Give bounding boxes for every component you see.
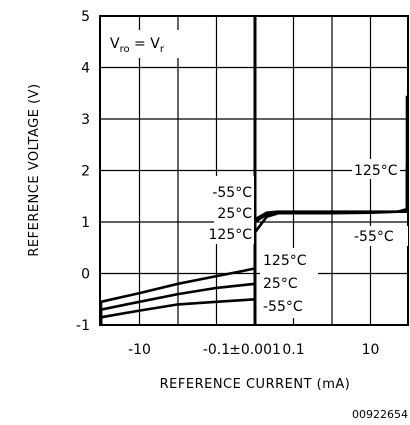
y-axis-title: REFERENCE VOLTAGE (V)	[27, 83, 42, 256]
label-mid-25: 25°C	[263, 276, 298, 292]
label-mid-55: -55°C	[263, 299, 303, 315]
y-tick-labels: -1 0 1 2 3 4 5	[76, 9, 90, 334]
x-tick-label: -10	[128, 342, 151, 358]
x-tick-labels: -10 -0.1±0.001 0.1 10	[128, 342, 379, 358]
y-tick-label: 5	[81, 9, 90, 25]
y-tick-label: -1	[76, 318, 90, 334]
label-neg-125: 125°C	[209, 227, 253, 243]
y-tick-label: 3	[81, 112, 90, 128]
y-tick-label: 4	[81, 61, 90, 77]
x-tick-label: 0.1	[282, 342, 304, 358]
label-mid-125: 125°C	[263, 253, 307, 269]
pos-125-bg	[352, 159, 400, 179]
label-neg-55: -55°C	[212, 185, 252, 201]
mid-labels-bg	[260, 248, 318, 318]
figure-id: 00922654	[352, 408, 408, 421]
x-tick-label: ±0.001	[229, 342, 281, 358]
label-neg-25: 25°C	[217, 206, 252, 222]
pos-55-bg	[352, 226, 408, 246]
condition-label: Vro = Vr	[110, 36, 165, 55]
y-tick-label: 2	[81, 164, 90, 180]
series-line-2	[99, 173, 409, 325]
y-tick-label: 0	[81, 267, 90, 283]
label-pos-55: -55°C	[354, 229, 394, 245]
condition-label-bg	[106, 30, 180, 58]
label-pos-125: 125°C	[354, 163, 398, 179]
curves	[99, 95, 409, 325]
x-tick-label: -0.1	[203, 342, 230, 358]
x-axis-title: REFERENCE CURRENT (mA)	[160, 377, 351, 392]
x-tick-label: 10	[362, 342, 380, 358]
neg-labels-bg	[214, 176, 254, 244]
y-tick-label: 1	[81, 215, 90, 231]
